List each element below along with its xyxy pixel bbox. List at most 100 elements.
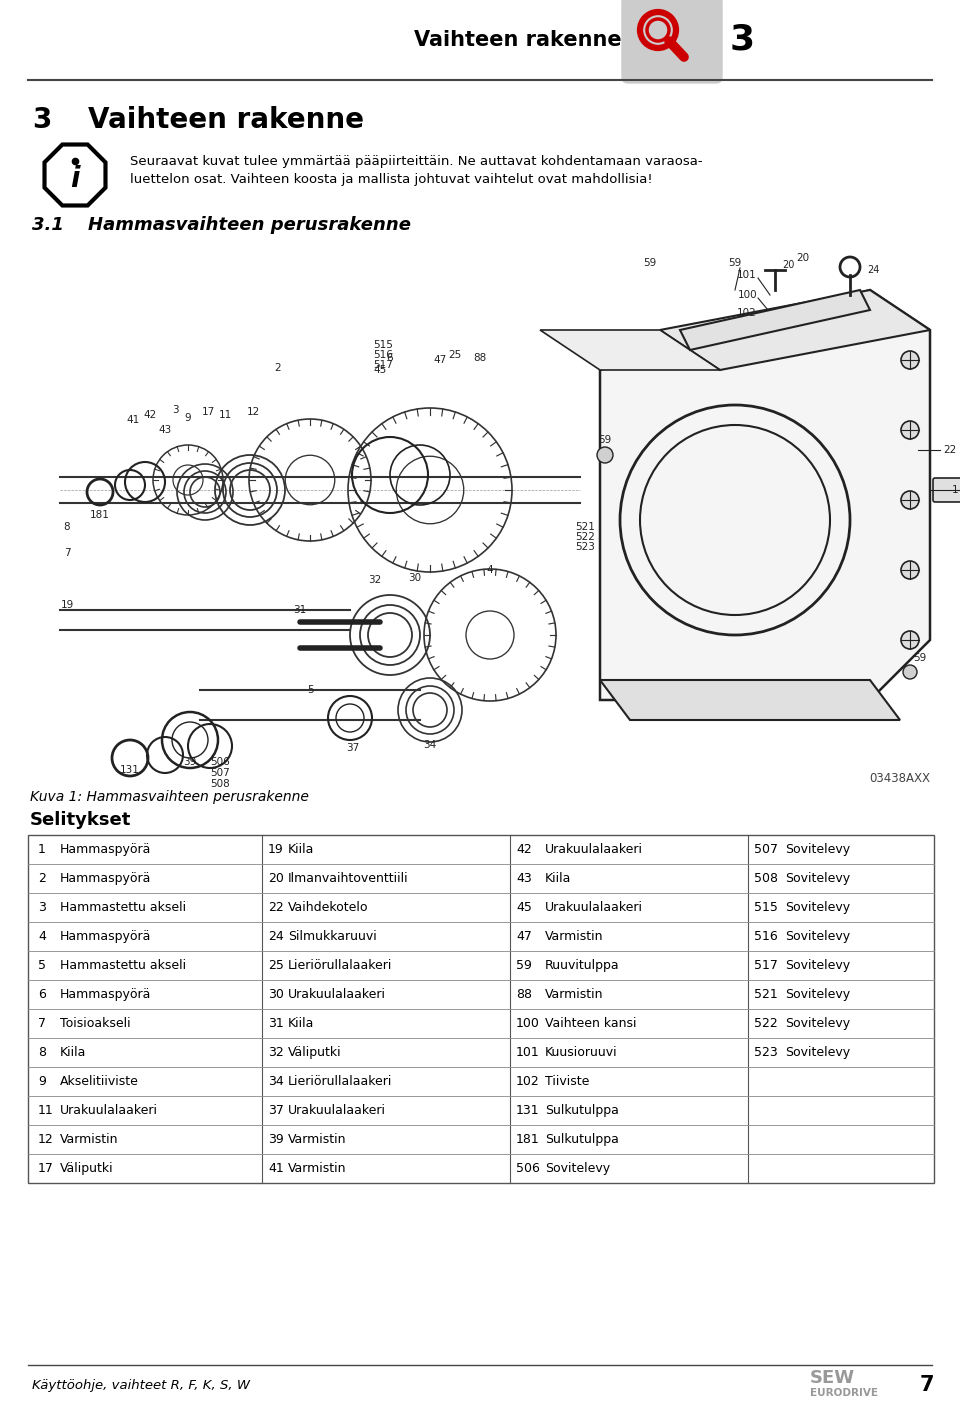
Text: 523: 523 — [754, 1046, 778, 1059]
Text: Lieriörullalaakeri: Lieriörullalaakeri — [288, 1075, 393, 1088]
Text: 1: 1 — [951, 485, 958, 495]
Text: Sulkutulppa: Sulkutulppa — [545, 1133, 619, 1145]
Text: 37: 37 — [268, 1103, 284, 1117]
Text: 03438AXX: 03438AXX — [869, 771, 930, 785]
Text: 12: 12 — [247, 407, 259, 416]
Text: 41: 41 — [127, 415, 139, 425]
Text: 517: 517 — [373, 360, 393, 370]
Polygon shape — [600, 290, 930, 700]
Text: 59: 59 — [598, 435, 612, 444]
Text: 11: 11 — [218, 409, 231, 421]
Text: Vaihteen kansi: Vaihteen kansi — [545, 1016, 636, 1030]
Text: Kiila: Kiila — [288, 843, 314, 857]
Text: 22: 22 — [268, 901, 284, 914]
Text: 506: 506 — [210, 757, 229, 767]
Text: 101: 101 — [516, 1046, 540, 1059]
Text: Vaihteen rakenne: Vaihteen rakenne — [88, 107, 364, 135]
Polygon shape — [600, 680, 900, 721]
Text: Sovitelevy: Sovitelevy — [785, 1016, 851, 1030]
Text: 8: 8 — [63, 522, 70, 531]
Text: 25: 25 — [268, 959, 284, 972]
Text: SEW: SEW — [810, 1368, 855, 1387]
Text: 59: 59 — [913, 653, 926, 663]
Text: Selitykset: Selitykset — [30, 810, 132, 829]
Text: Sovitelevy: Sovitelevy — [785, 959, 851, 972]
Text: 521: 521 — [575, 522, 595, 531]
Text: 59: 59 — [516, 959, 532, 972]
Text: 20: 20 — [782, 259, 794, 271]
Text: 8: 8 — [38, 1046, 46, 1059]
Text: Sovitelevy: Sovitelevy — [785, 872, 851, 885]
Text: 24: 24 — [268, 930, 284, 944]
Text: 19: 19 — [268, 843, 284, 857]
Text: 506: 506 — [516, 1162, 540, 1175]
Text: 3: 3 — [38, 901, 46, 914]
Circle shape — [903, 665, 917, 679]
FancyBboxPatch shape — [933, 478, 960, 502]
Text: Urakuulalaakeri: Urakuulalaakeri — [545, 843, 643, 857]
Text: Vaihteen rakenne: Vaihteen rakenne — [415, 29, 622, 50]
Text: Sovitelevy: Sovitelevy — [785, 843, 851, 857]
Text: Urakuulalaakeri: Urakuulalaakeri — [545, 901, 643, 914]
Polygon shape — [44, 144, 106, 206]
Text: i: i — [70, 165, 80, 193]
Text: 2: 2 — [275, 363, 281, 373]
Text: 22: 22 — [943, 444, 956, 456]
Text: Toisioakseli: Toisioakseli — [60, 1016, 131, 1030]
Text: 20: 20 — [797, 252, 809, 264]
Text: 102: 102 — [516, 1075, 540, 1088]
Text: 3: 3 — [172, 405, 179, 415]
Text: 515: 515 — [754, 901, 778, 914]
Text: 6: 6 — [38, 988, 46, 1001]
Text: 17: 17 — [38, 1162, 54, 1175]
Text: Kuva 1: Hammasvaihteen perusrakenne: Kuva 1: Hammasvaihteen perusrakenne — [30, 789, 309, 803]
Text: 4: 4 — [38, 930, 46, 944]
Text: 45: 45 — [516, 901, 532, 914]
Text: 42: 42 — [516, 843, 532, 857]
Text: 3: 3 — [32, 107, 52, 135]
Text: 59: 59 — [643, 258, 657, 268]
Text: Ruuvitulppa: Ruuvitulppa — [545, 959, 619, 972]
Text: 39: 39 — [183, 757, 197, 767]
Text: 1: 1 — [38, 843, 46, 857]
Text: 516: 516 — [754, 930, 778, 944]
Text: 41: 41 — [268, 1162, 284, 1175]
Circle shape — [597, 447, 613, 463]
Text: 7: 7 — [63, 548, 70, 558]
Text: Urakuulalaakeri: Urakuulalaakeri — [60, 1103, 158, 1117]
Text: 34: 34 — [268, 1075, 284, 1088]
Text: Tiiviste: Tiiviste — [545, 1075, 589, 1088]
Text: 521: 521 — [754, 988, 778, 1001]
Text: 516: 516 — [373, 350, 393, 360]
Text: 9: 9 — [184, 414, 191, 423]
Text: 102: 102 — [737, 308, 757, 318]
Text: 100: 100 — [737, 290, 757, 300]
Text: Kuusioruuvi: Kuusioruuvi — [545, 1046, 617, 1059]
Text: Väliputki: Väliputki — [288, 1046, 342, 1059]
Text: Sovitelevy: Sovitelevy — [785, 901, 851, 914]
Text: Sovitelevy: Sovitelevy — [545, 1162, 611, 1175]
Text: Lieriörullalaakeri: Lieriörullalaakeri — [288, 959, 393, 972]
Text: 25: 25 — [448, 350, 462, 360]
Text: 30: 30 — [268, 988, 284, 1001]
Text: Silmukkaruuvi: Silmukkaruuvi — [288, 930, 376, 944]
Text: 7: 7 — [38, 1016, 46, 1030]
Text: 43: 43 — [516, 872, 532, 885]
Text: 515: 515 — [373, 341, 393, 350]
Text: Varmistin: Varmistin — [60, 1133, 118, 1145]
Text: Urakuulalaakeri: Urakuulalaakeri — [288, 988, 386, 1001]
Text: 5: 5 — [38, 959, 46, 972]
Text: 517: 517 — [754, 959, 778, 972]
Text: Akselitiiviste: Akselitiiviste — [60, 1075, 139, 1088]
Text: 47: 47 — [433, 355, 446, 365]
Text: 88: 88 — [516, 988, 532, 1001]
Text: 522: 522 — [575, 531, 595, 543]
Text: 88: 88 — [473, 353, 487, 363]
Text: Hammaspyörä: Hammaspyörä — [60, 930, 152, 944]
Text: Kiila: Kiila — [545, 872, 571, 885]
Circle shape — [901, 561, 919, 579]
Text: 59: 59 — [729, 258, 742, 268]
Text: Väliputki: Väliputki — [60, 1162, 113, 1175]
Text: 17: 17 — [202, 407, 215, 416]
Text: 20: 20 — [268, 872, 284, 885]
